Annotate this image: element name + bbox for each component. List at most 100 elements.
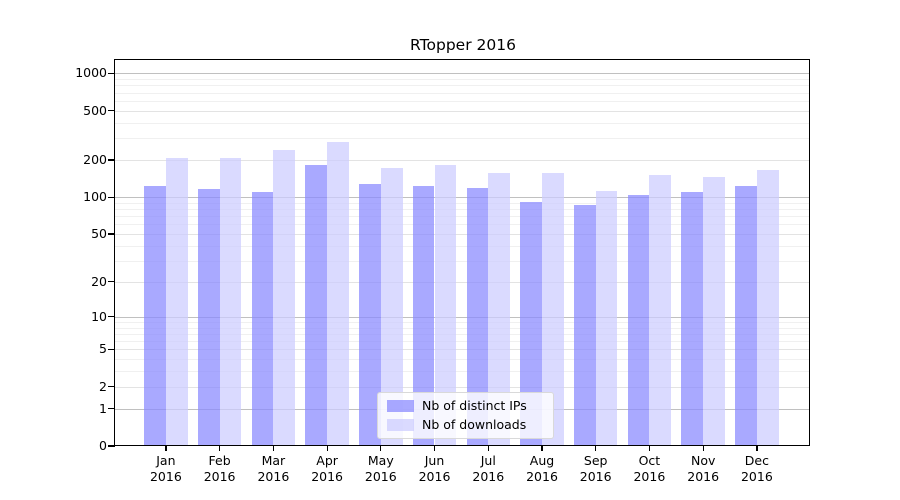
y-tick-mark-20 (108, 281, 115, 283)
y-tick-label-5: 5 (99, 341, 107, 357)
bar-distinct-ips-jul (466, 188, 489, 446)
bar-downloads-dec (756, 170, 779, 446)
gridline-80 (115, 209, 810, 210)
bar-downloads-oct (649, 174, 672, 446)
x-tick-mark-feb (219, 446, 221, 451)
x-tick-mark-sep (595, 446, 597, 451)
bar-downloads-sep (595, 191, 618, 446)
legend-label-downloads: Nb of downloads (422, 417, 527, 432)
gridline-500 (115, 110, 810, 112)
y-tick-label-1000: 1000 (75, 65, 107, 81)
gridline-60 (115, 224, 810, 226)
legend-swatch-downloads (387, 419, 414, 431)
bar-downloads-mar (273, 150, 296, 446)
bar-distinct-ips-sep (573, 205, 596, 446)
bar-downloads-nov (703, 176, 725, 446)
bar-distinct-ips-jun (412, 186, 435, 446)
y-tick-mark-10 (108, 316, 115, 318)
x-tick-mark-dec (756, 446, 758, 451)
bar-distinct-ips-mar (251, 192, 274, 446)
y-tick-label-0: 0 (99, 438, 107, 453)
y-tick-label-20: 20 (91, 273, 107, 289)
gridline-70 (115, 216, 810, 218)
gridline-90 (115, 202, 810, 204)
bar-downloads-apr (327, 141, 349, 446)
legend-label-distinct-ips: Nb of distinct IPs (422, 398, 527, 413)
gridline-10 (115, 316, 810, 318)
legend-entry-distinct-ips: Nb of distinct IPs (387, 398, 544, 414)
x-tick-mark-may (380, 446, 382, 451)
bar-downloads-feb (219, 157, 242, 446)
x-tick-label-may: May 2016 (364, 453, 397, 484)
gridline-5 (115, 349, 810, 351)
gridline-9 (115, 321, 810, 323)
bar-downloads-jun (434, 164, 457, 446)
bar-downloads-may (380, 168, 403, 446)
y-tick-label-50: 50 (91, 225, 107, 241)
y-tick-label-2: 2 (99, 378, 107, 394)
x-tick-label-apr: Apr 2016 (311, 453, 343, 484)
bar-distinct-ips-feb (197, 189, 220, 446)
gridline-200 (115, 159, 810, 161)
y-tick-mark-0 (108, 445, 115, 447)
gridline-20 (115, 281, 810, 283)
gridline-6 (115, 341, 810, 342)
bar-distinct-ips-aug (520, 201, 542, 446)
gridline-4 (115, 359, 810, 361)
x-tick-label-jul: Jul 2016 (472, 453, 505, 484)
y-tick-mark-1000 (108, 72, 115, 74)
legend-swatch-distinct-ips (387, 400, 414, 412)
gridline-300 (115, 138, 810, 140)
x-tick-mark-jun (433, 446, 436, 451)
x-tick-mark-aug (541, 446, 543, 451)
x-tick-label-sep: Sep 2016 (579, 453, 612, 484)
gridline-900 (115, 79, 810, 80)
bar-distinct-ips-apr (305, 165, 328, 446)
bar-distinct-ips-dec (735, 186, 757, 446)
y-tick-mark-2 (108, 386, 115, 388)
y-tick-label-100: 100 (83, 189, 107, 205)
x-tick-label-aug: Aug 2016 (526, 453, 558, 484)
y-tick-label-10: 10 (91, 308, 107, 324)
bar-distinct-ips-nov (681, 192, 704, 446)
bar-downloads-jan (165, 158, 188, 446)
bar-downloads-aug (542, 172, 564, 446)
x-tick-label-feb: Feb 2016 (203, 453, 236, 484)
x-tick-mark-mar (272, 446, 275, 451)
gridline-2 (115, 386, 810, 388)
gridline-400 (115, 122, 810, 124)
x-tick-label-oct: Oct 2016 (633, 453, 666, 484)
gridline-30 (115, 260, 810, 262)
y-tick-mark-1 (108, 408, 115, 410)
legend: Nb of distinct IPs Nb of downloads (377, 392, 554, 439)
y-tick-mark-500 (108, 110, 115, 112)
chart-title: RTopper 2016 (410, 36, 516, 54)
gridline-40 (115, 245, 810, 247)
gridline-8 (115, 327, 810, 329)
bar-downloads-jul (488, 172, 511, 446)
gridline-800 (115, 85, 810, 87)
bar-distinct-ips-may (359, 183, 381, 446)
bar-distinct-ips-jan (144, 186, 166, 446)
x-tick-mark-jul (487, 446, 489, 451)
gridline-50 (115, 233, 810, 235)
y-tick-mark-100 (108, 196, 115, 198)
x-tick-label-nov: Nov 2016 (687, 453, 720, 484)
x-tick-label-jun: Jun 2016 (418, 453, 451, 484)
y-tick-mark-200 (108, 159, 115, 161)
x-tick-label-mar: Mar 2016 (257, 453, 290, 484)
gridline-1000 (115, 73, 810, 75)
gridline-700 (115, 92, 810, 94)
x-tick-mark-nov (702, 446, 704, 451)
x-tick-mark-jan (165, 446, 167, 451)
y-tick-label-200: 200 (83, 151, 107, 167)
x-tick-mark-apr (326, 446, 328, 451)
x-tick-label-jan: Jan 2016 (149, 453, 182, 484)
y-tick-label-1: 1 (99, 400, 107, 416)
bar-distinct-ips-oct (627, 194, 650, 446)
y-tick-label-500: 500 (83, 102, 107, 118)
legend-entry-downloads: Nb of downloads (387, 417, 544, 433)
y-tick-mark-50 (108, 233, 115, 235)
gridline-3 (115, 371, 810, 373)
